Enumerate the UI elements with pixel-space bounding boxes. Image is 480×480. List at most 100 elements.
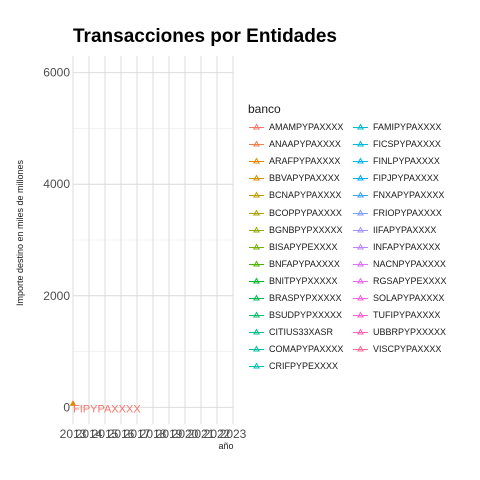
legend-label: CRIFPYPEXXXX — [269, 361, 339, 372]
legend-key-icon — [249, 123, 264, 130]
legend-item: FAMIPYPAXXXX — [352, 119, 447, 136]
legend-item: VISCPYPAXXXX — [352, 341, 447, 358]
legend-key-marker — [357, 294, 364, 301]
legend-item: FIPJPYPAXXXX — [352, 170, 447, 187]
legend-key-icon — [249, 209, 264, 216]
legend-key-icon — [353, 328, 368, 335]
legend-label: FINLPYPAXXXX — [373, 156, 440, 167]
legend-key-marker — [253, 191, 260, 198]
legend-item: FINLPYPAXXXX — [352, 153, 447, 170]
legend-label: IIFAPYPAXXXX — [373, 224, 437, 235]
legend-item: INFAPYPAXXXX — [352, 239, 447, 256]
legend-key-icon — [249, 226, 264, 233]
legend-key-icon — [353, 209, 368, 216]
legend-item: CITIUS33XASR — [248, 324, 343, 341]
x-tick-label: 2015 — [92, 427, 119, 441]
legend-key-marker — [357, 311, 364, 318]
legend-label: AMAMPYPAXXXX — [269, 122, 344, 133]
legend-label: BBVAPYPAXXXX — [269, 173, 340, 184]
legend-key-icon — [249, 157, 264, 164]
legend-label: BCOPPYPAXXXX — [269, 207, 342, 218]
legend-key-marker — [253, 294, 260, 301]
legend-key-icon — [353, 243, 368, 250]
legend-label: RGSAPYPEXXXX — [373, 275, 447, 286]
legend-item: BBVAPYPAXXXX — [248, 170, 343, 187]
legend-key-marker — [357, 191, 364, 198]
legend-key-icon — [249, 345, 264, 352]
legend-item: BSUDPYPXXXXX — [248, 307, 343, 324]
x-tick-label: 2019 — [156, 427, 183, 441]
legend-label: BGNBPYPXXXXX — [269, 224, 343, 235]
x-tick-label: 2023 — [220, 427, 247, 441]
legend-key-marker — [253, 345, 260, 352]
legend-key-marker — [357, 123, 364, 130]
legend-key-icon — [249, 311, 264, 318]
legend-key-icon — [249, 294, 264, 301]
legend-label: UBBRPYPXXXXX — [373, 327, 447, 338]
legend-key-marker — [253, 328, 260, 335]
x-tick-label: 2018 — [140, 427, 167, 441]
legend-key-marker — [253, 362, 260, 369]
legend-key-icon — [353, 157, 368, 164]
legend-key-icon — [353, 123, 368, 130]
legend-key-icon — [249, 277, 264, 284]
legend-item: FICSPYPAXXXX — [352, 136, 447, 153]
legend-item: BISAPYPEXXXX — [248, 239, 343, 256]
legend-key-marker — [253, 140, 260, 147]
legend-key-icon — [353, 191, 368, 198]
x-tick-label: 2014 — [76, 427, 103, 441]
legend-item: BRASPYPXXXXX — [248, 290, 343, 307]
legend-label: BSUDPYPXXXXX — [269, 310, 343, 321]
legend-key-marker — [253, 209, 260, 216]
legend-key-icon — [353, 345, 368, 352]
legend-key-icon — [249, 260, 264, 267]
legend-key-marker — [357, 226, 364, 233]
legend-key-marker — [357, 328, 364, 335]
legend-label: INFAPYPAXXXX — [373, 241, 441, 252]
legend-item: NACNPYPAXXXX — [352, 256, 447, 273]
legend-key-marker — [253, 157, 260, 164]
legend-item: FNXAPYPAXXXX — [352, 187, 447, 204]
legend-key-icon — [249, 140, 264, 147]
legend-key-icon — [249, 174, 264, 181]
legend-label: BNFAPYPAXXXX — [269, 258, 340, 269]
legend-key-marker — [253, 260, 260, 267]
legend-item: ARAFPYPAXXXX — [248, 153, 343, 170]
legend-label: FAMIPYPAXXXX — [373, 122, 442, 133]
x-tick-label: 2016 — [108, 427, 135, 441]
legend-item: BCOPPYPAXXXX — [248, 204, 343, 221]
legend-column: AMAMPYPAXXXX ANAAPYPAXXXX ARAFPYPAXXXX BBVA… — [248, 119, 343, 375]
legend-key-marker — [357, 174, 364, 181]
legend-item: SOLAPYPAXXXX — [352, 290, 447, 307]
legend-label: TUFIPYPAXXXX — [373, 310, 441, 321]
legend-label: ANAAPYPAXXXX — [269, 139, 341, 150]
legend-key-marker — [253, 174, 260, 181]
legend-item: CRIFPYPEXXXX — [248, 358, 343, 375]
legend-label: FICSPYPAXXXX — [373, 139, 441, 150]
legend-label: ARAFPYPAXXXX — [269, 156, 341, 167]
legend-key-marker — [357, 243, 364, 250]
legend-key-marker — [357, 140, 364, 147]
legend-title: banco — [248, 102, 281, 116]
legend-key-marker — [357, 209, 364, 216]
y-tick-label: 6000 — [43, 66, 70, 80]
legend-key-marker — [357, 260, 364, 267]
legend-key-icon — [249, 243, 264, 250]
legend-key-icon — [353, 226, 368, 233]
legend-key-icon — [353, 140, 368, 147]
legend-label: COMAPYPAXXXX — [269, 344, 344, 355]
x-tick-label: 2020 — [172, 427, 199, 441]
legend-key-marker — [253, 311, 260, 318]
legend-label: BNITPYPXXXXX — [269, 275, 338, 286]
x-tick-label: 2022 — [204, 427, 231, 441]
legend-key-marker — [253, 243, 260, 250]
legend-item: BNFAPYPAXXXX — [248, 256, 343, 273]
legend-key-icon — [249, 191, 264, 198]
legend-item: BCNAPYPAXXXX — [248, 187, 343, 204]
legend-key-icon — [353, 311, 368, 318]
legend-item: FRIOPYPAXXXX — [352, 204, 447, 221]
x-tick-label: 2021 — [188, 427, 215, 441]
legend-label: VISCPYPAXXXX — [373, 344, 442, 355]
